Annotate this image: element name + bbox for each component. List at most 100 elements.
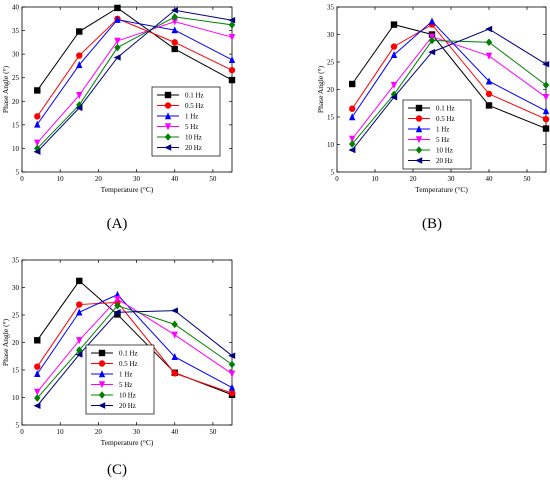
data-point — [114, 311, 121, 318]
data-point — [228, 17, 236, 24]
panel-label-a: (A) — [106, 216, 128, 232]
data-point — [348, 146, 356, 154]
data-point — [228, 33, 236, 41]
data-point — [34, 113, 41, 120]
data-point — [228, 383, 236, 391]
data-point — [171, 26, 178, 34]
legend-marker — [415, 157, 423, 164]
y-tick-label: 10 — [12, 394, 20, 402]
data-point — [34, 144, 41, 153]
data-point — [485, 77, 493, 85]
data-point — [114, 37, 121, 45]
data-point — [75, 104, 83, 112]
y-tick-label: 15 — [327, 114, 335, 122]
legend-label: 20 Hz — [119, 402, 136, 410]
y-tick-label: 10 — [12, 145, 20, 153]
legend-label: 20 Hz — [436, 157, 453, 165]
data-point — [542, 125, 550, 132]
data-point — [390, 21, 398, 28]
x-tick-label: 50 — [209, 175, 217, 183]
data-point — [485, 90, 493, 98]
data-point — [228, 56, 236, 63]
y-axis: 5 10 15 20 25 30 35 — [12, 257, 232, 430]
y-axis: 5 10 15 20 25 30 35 40 — [12, 4, 232, 177]
legend-marker — [415, 115, 423, 122]
data-point — [228, 76, 236, 84]
legend-box — [85, 344, 155, 415]
legend-marker — [164, 91, 172, 99]
x-axis-label: Temperature (°C) — [101, 185, 154, 194]
data-point — [34, 337, 41, 344]
data-point — [542, 61, 550, 68]
y-tick-label: 25 — [12, 312, 20, 320]
data-point — [33, 148, 41, 155]
panel-label-c: (C) — [107, 462, 127, 478]
data-point — [171, 353, 178, 360]
x-tick-label: 40 — [171, 175, 179, 183]
legend: 0.1 Hz 0.5 Hz 1 Hz 5 Hz 10 Hz 20 Hz — [85, 344, 155, 415]
data-point — [171, 18, 178, 26]
legend-marker — [98, 360, 106, 367]
data-point — [542, 94, 550, 101]
data-point — [113, 309, 121, 316]
y-axis-label: Phase Angle (°) — [316, 65, 325, 113]
series-0-1-hz — [34, 4, 236, 94]
data-point — [171, 39, 178, 46]
legend-label: 0.1 Hz — [119, 350, 138, 358]
x-tick-label: 0 — [20, 428, 24, 436]
legend-label: 20 Hz — [185, 144, 202, 152]
legend-marker — [164, 133, 172, 141]
legend-label: 10 Hz — [119, 392, 136, 400]
legend-marker — [415, 136, 423, 144]
data-point — [228, 21, 236, 29]
series-1-hz — [34, 15, 236, 128]
legend-label: 0.5 Hz — [119, 360, 138, 368]
y-tick-label: 30 — [327, 31, 335, 39]
legend-marker — [98, 381, 106, 389]
x-tick-label: 20 — [95, 428, 103, 436]
x-tick-label: 20 — [410, 175, 418, 183]
data-point — [34, 120, 41, 128]
legend-marker — [164, 102, 172, 109]
legend-label: 10 Hz — [436, 147, 453, 155]
data-point — [113, 54, 121, 61]
y-tick-label: 20 — [327, 86, 335, 94]
legend-marker — [415, 125, 423, 133]
data-point — [349, 140, 356, 148]
legend-label: 1 Hz — [185, 113, 198, 121]
x-tick-label: 40 — [171, 428, 179, 436]
data-point — [542, 107, 550, 115]
x-tick-label: 10 — [372, 175, 380, 183]
x-tick-label: 30 — [448, 175, 456, 183]
x-tick-label: 40 — [486, 175, 494, 183]
data-point — [542, 116, 550, 123]
x-tick-label: 20 — [95, 175, 103, 183]
data-point — [390, 94, 398, 101]
data-point — [171, 320, 178, 329]
data-point — [34, 370, 41, 378]
y-tick-label: 15 — [12, 367, 20, 375]
data-point — [34, 394, 41, 402]
x-tick-label: 30 — [133, 428, 141, 436]
data-point — [228, 66, 236, 74]
data-point — [485, 25, 493, 33]
series-1-hz — [34, 290, 236, 391]
x-tick-label: 10 — [57, 428, 65, 436]
data-point — [390, 43, 398, 50]
data-point — [171, 370, 178, 377]
plot-frame — [21, 6, 233, 173]
data-point — [34, 363, 41, 370]
data-point — [390, 51, 398, 59]
data-point — [34, 87, 41, 94]
y-tick-label: 5 — [16, 422, 20, 430]
series-20-hz — [348, 25, 550, 154]
legend-label: 10 Hz — [185, 134, 202, 142]
x-axis: 0 10 20 30 40 50 — [20, 260, 217, 436]
data-point — [76, 301, 83, 308]
y-tick-label: 5 — [16, 169, 20, 177]
data-point — [76, 91, 83, 99]
data-point — [75, 351, 83, 358]
series-20-hz — [33, 7, 236, 155]
y-axis: 5 10 15 20 25 30 35 — [327, 4, 546, 177]
legend-marker — [164, 144, 172, 151]
